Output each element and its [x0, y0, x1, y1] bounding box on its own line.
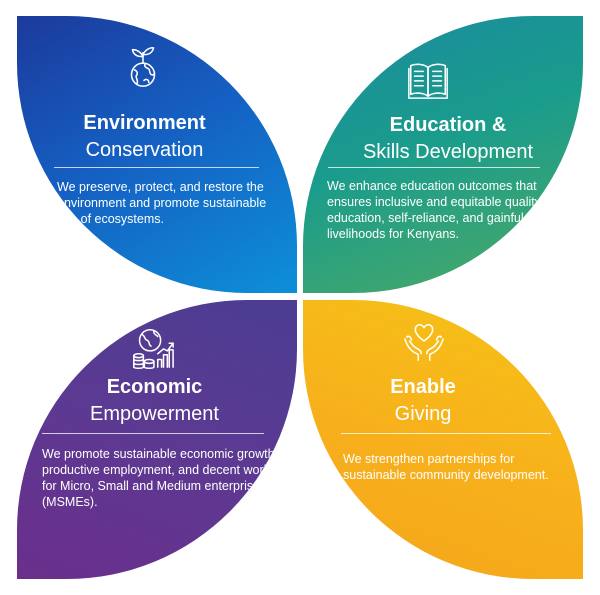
education-skills-petal: Education & Skills Development We enhanc… [303, 16, 583, 293]
economic-title-bold: Economic [106, 376, 203, 398]
environment-title-bold: Environment [83, 112, 206, 134]
open-book-icon [405, 56, 451, 102]
globe-coins-chart-icon [129, 325, 175, 371]
economic-title: Economic Empowerment [27, 374, 282, 428]
education-description: We enhance education outcomes that ensur… [327, 179, 542, 241]
education-divider [328, 167, 540, 168]
education-title: Education & Skills Development [323, 112, 573, 166]
environment-title-light: Conservation [85, 139, 204, 161]
education-title-light: Skills Development [362, 141, 534, 163]
environment-conservation-petal: Environment Conservation We preserve, pr… [17, 16, 297, 293]
environment-title: Environment Conservation [17, 110, 272, 164]
hands-heart-icon [401, 318, 447, 364]
economic-divider [42, 433, 264, 434]
economic-empowerment-petal: Economic Empowerment We promote sustaina… [17, 300, 297, 579]
economic-title-light: Empowerment [90, 403, 219, 425]
enable-giving-petal: Enable Giving We strengthen partnerships… [303, 300, 583, 579]
giving-divider [341, 433, 551, 434]
giving-title-light: Giving [394, 403, 452, 425]
giving-description: We strengthen partnerships for sustainab… [343, 452, 549, 482]
seedling-globe-icon [120, 44, 166, 90]
environment-description: We preserve, protect, and restore the en… [57, 180, 267, 226]
education-title-bold: Education & [389, 114, 507, 136]
environment-divider [54, 167, 259, 168]
economic-description: We promote sustainable economic growth, … [42, 447, 278, 509]
giving-title-bold: Enable [390, 376, 456, 398]
giving-title: Enable Giving [303, 374, 543, 428]
